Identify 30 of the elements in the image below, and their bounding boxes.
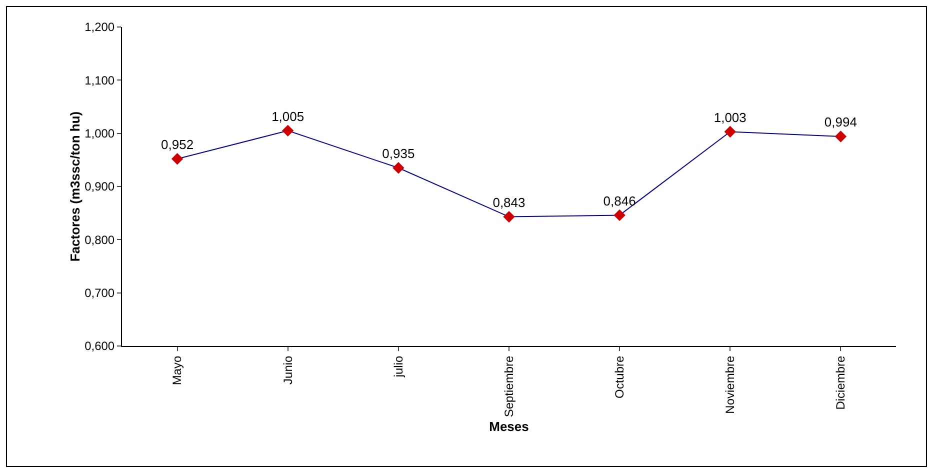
x-tick-label: Noviembre [723,355,738,414]
data-label: 1,005 [272,108,304,124]
y-tick-label: 1,200 [84,20,115,34]
data-label: 0,952 [161,136,194,152]
y-tick-label: 0,800 [84,232,115,247]
y-axis-title: Factores (m3ssc/ton hu) [68,111,83,262]
point [503,210,515,223]
data-label: 1,003 [714,110,746,125]
point [392,162,404,174]
data-label: 0,994 [824,114,857,130]
y-tick-label: 0,900 [84,180,115,194]
y-tick-label: 0,700 [84,286,115,300]
x-tick-label: Septiembre [502,355,516,418]
data-label: 0,846 [603,193,636,208]
point [834,130,847,142]
point [171,153,184,165]
x-tick-label: Diciembre [834,355,848,410]
x-tick-label: julio [391,355,406,378]
data-label: 0,843 [492,194,526,210]
point [724,126,736,138]
y-tick-label: 1,100 [84,73,115,88]
point [282,124,294,137]
data-label: 0,935 [382,146,415,162]
x-tick-label: Junio [280,355,295,384]
y-tick-label: 1,000 [84,126,115,141]
x-tick-label: Octubre [612,355,626,398]
y-tick-label: 0,600 [84,339,115,354]
x-axis-title: Meses [489,419,529,434]
point [614,209,626,222]
x-tick-label: Mayo [170,355,184,386]
